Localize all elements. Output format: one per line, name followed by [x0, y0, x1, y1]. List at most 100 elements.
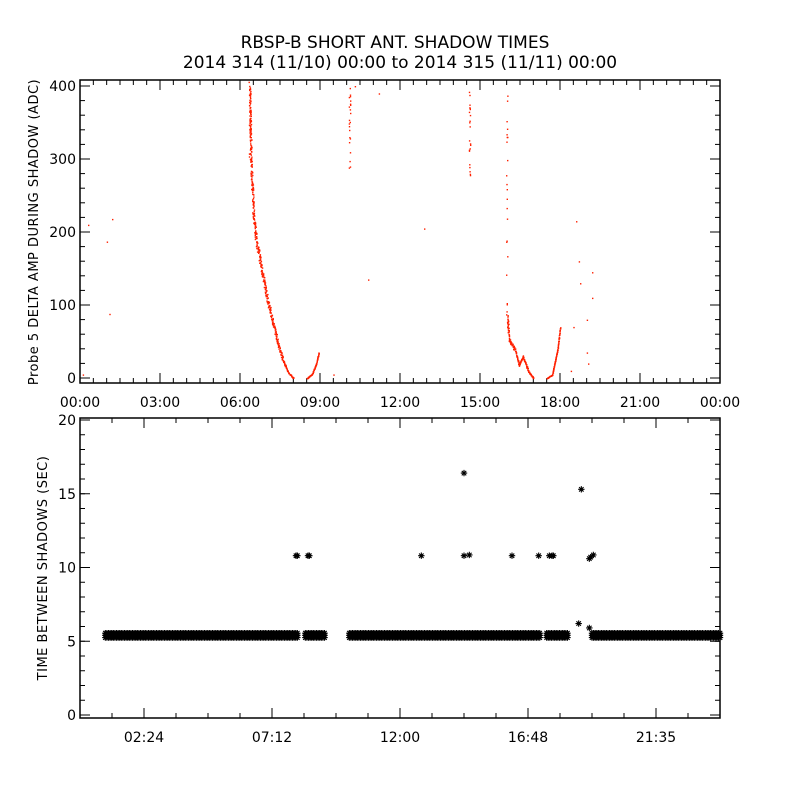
y-tick-label: 0 — [67, 371, 76, 387]
data-point — [469, 120, 471, 122]
data-point — [557, 348, 559, 351]
data-point — [506, 128, 509, 130]
asterisk-marker — [590, 551, 597, 559]
data-point — [250, 102, 252, 104]
data-point — [263, 279, 265, 281]
data-point — [508, 323, 510, 326]
data-point — [249, 122, 251, 124]
data-point — [258, 246, 260, 249]
data-point — [251, 184, 253, 187]
data-point — [250, 123, 253, 126]
data-point — [252, 187, 255, 190]
data-point — [284, 363, 286, 365]
asterisk-marker — [536, 629, 543, 637]
data-point — [307, 377, 310, 379]
data-point — [468, 140, 471, 142]
data-point — [506, 183, 508, 186]
data-point — [512, 346, 515, 348]
data-point — [519, 364, 521, 367]
data-point — [112, 218, 114, 221]
data-point — [249, 96, 252, 99]
data-point — [249, 149, 252, 151]
data-point — [253, 202, 255, 204]
x-tick-label: 07:12 — [252, 730, 292, 746]
data-point — [249, 121, 252, 123]
data-point — [469, 108, 471, 111]
asterisk-marker — [294, 629, 301, 637]
data-point — [270, 309, 272, 311]
data-point — [252, 186, 254, 188]
data-point — [249, 128, 251, 130]
data-point — [264, 277, 266, 279]
data-point — [348, 126, 351, 128]
data-point — [523, 357, 525, 359]
data-point — [514, 346, 516, 349]
data-point — [250, 144, 252, 147]
data-point — [315, 364, 317, 367]
data-point — [517, 357, 519, 359]
data-point — [520, 361, 522, 363]
asterisk-marker — [460, 469, 468, 477]
data-point — [507, 316, 509, 318]
data-point — [261, 272, 264, 274]
data-point — [267, 297, 269, 299]
data-point — [506, 141, 508, 143]
data-point — [348, 142, 351, 144]
data-point — [256, 245, 258, 247]
data-point — [516, 354, 518, 357]
asterisk-marker — [536, 634, 543, 641]
data-point — [256, 251, 259, 253]
data-point — [509, 339, 512, 341]
data-point — [578, 261, 581, 263]
data-point — [260, 259, 262, 261]
data-point — [514, 348, 516, 350]
data-point — [270, 315, 272, 317]
data-point — [88, 224, 90, 227]
data-point — [258, 260, 260, 262]
plot-frame — [79, 417, 721, 719]
data-point — [261, 265, 263, 267]
data-point — [511, 344, 513, 347]
data-point — [469, 122, 471, 124]
data-point — [506, 207, 508, 210]
data-point — [252, 204, 254, 206]
x-tick-label: 00:00 — [60, 395, 100, 411]
data-point — [250, 113, 252, 116]
data-point — [553, 369, 555, 371]
data-point — [558, 338, 560, 341]
data-point — [250, 165, 252, 167]
data-point — [254, 234, 256, 237]
data-point — [250, 120, 253, 123]
data-point — [350, 112, 352, 115]
asterisk-marker — [294, 552, 301, 559]
data-point — [249, 105, 251, 107]
data-point — [557, 347, 560, 349]
data-point — [253, 210, 255, 213]
data-point — [522, 356, 524, 358]
data-point — [261, 266, 263, 269]
data-point — [249, 136, 252, 138]
data-point — [270, 306, 272, 309]
data-point — [469, 107, 471, 109]
data-point — [264, 292, 267, 295]
data-point — [528, 371, 531, 374]
data-point — [279, 348, 281, 350]
data-point — [249, 111, 251, 113]
data-point — [251, 139, 253, 141]
data-point — [268, 306, 270, 308]
data-point — [275, 328, 277, 330]
data-point — [250, 158, 253, 161]
data-point — [309, 376, 311, 378]
data-point — [586, 352, 589, 354]
data-point — [260, 260, 263, 263]
data-point — [508, 334, 511, 336]
data-point — [253, 201, 255, 203]
data-point — [248, 124, 251, 126]
data-point — [515, 353, 518, 355]
data-point — [350, 104, 352, 106]
data-point — [378, 93, 381, 95]
data-point — [281, 354, 284, 356]
data-point — [262, 274, 265, 276]
data-point — [269, 308, 271, 310]
